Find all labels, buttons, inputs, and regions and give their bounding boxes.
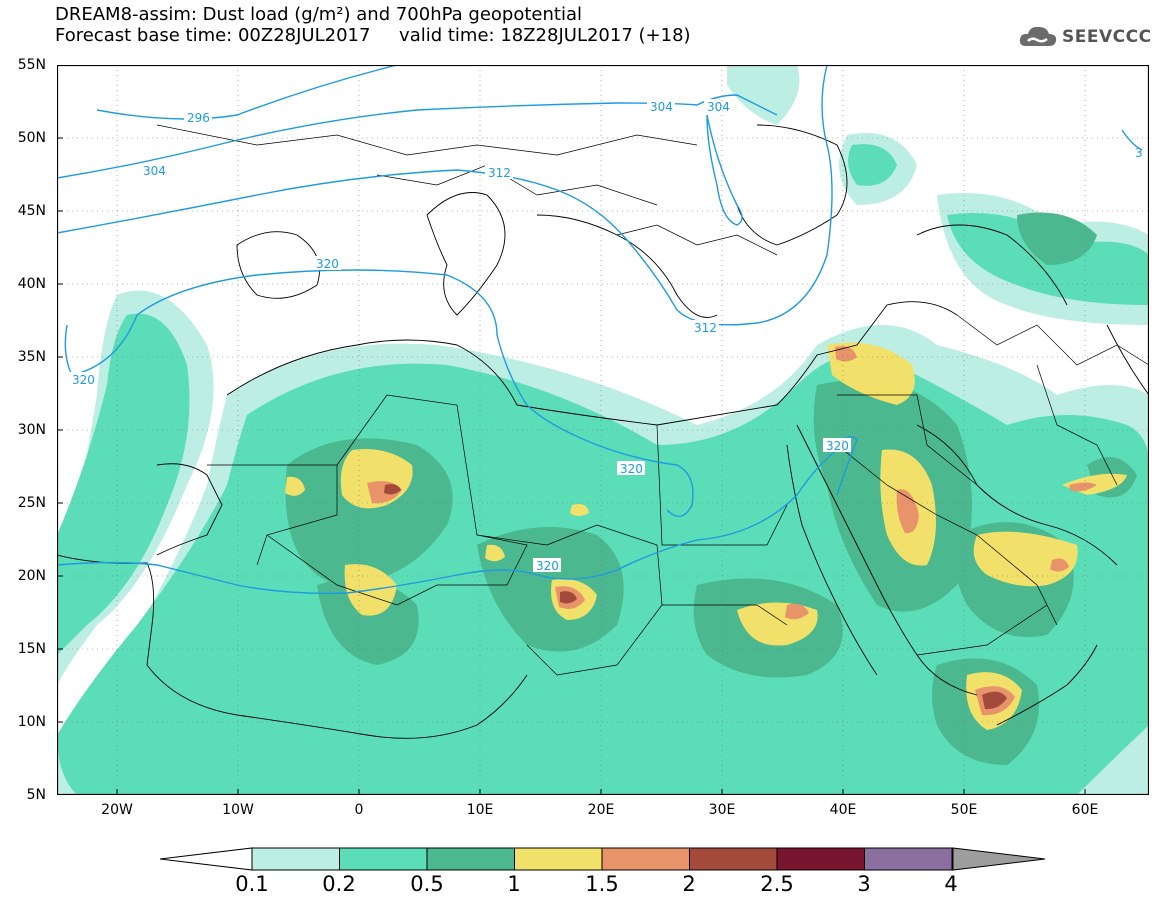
lon-label: 40E [829,802,857,818]
cloud-icon [1019,26,1057,46]
colorbar-label: 4 [944,872,958,896]
lat-label: 30N [17,422,46,438]
lon-label: 30E [708,802,736,818]
lon-label: 20E [587,802,615,818]
colorbar-box [251,847,340,871]
contour-label-edge: 3 [1135,146,1143,160]
lat-label: 45N [17,203,46,219]
lat-label: 50N [17,130,46,146]
lon-label: 50E [950,802,978,818]
title-line-2: Forecast base time: 00Z28JUL2017 valid t… [55,25,691,46]
map-title: DREAM8-assim: Dust load (g/m²) and 700hP… [55,4,691,46]
lat-label: 5N [26,787,46,803]
contour-label-312b: 312 [694,321,717,335]
seevccc-logo: SEEVCCC [1018,24,1152,50]
contour-label-320c: 320 [620,462,643,476]
colorbar-label: 1 [507,872,521,896]
dust-layer-2 [384,484,1007,710]
lon-label: 60E [1071,802,1099,818]
colorbar-box [601,847,690,871]
colorbar [159,843,1050,879]
lat-label: 10N [17,714,46,730]
map-canvas: 296 304 304 304 312 312 320 320 320 320 … [57,65,1149,795]
dust-load-map: 296 304 304 304 312 312 320 320 320 320 … [57,65,1149,795]
colorbar-box [426,847,515,871]
lat-label: 55N [17,57,46,73]
contour-label-312a: 312 [488,166,511,180]
colorbar-svg [159,847,1046,871]
lat-label: 15N [17,641,46,657]
contour-label-320d: 320 [826,439,849,453]
colorbar-box [776,847,865,871]
colorbar-box [339,847,428,871]
logo-text: SEEVCCC [1062,27,1152,47]
graticule [57,65,1149,795]
colorbar-label: 0.5 [410,872,444,896]
colorbar-max-arrow [952,847,1046,871]
contour-label-320e: 320 [536,559,559,573]
contour-labels: 296 304 304 304 312 312 320 320 320 320 … [69,99,1143,573]
lon-label: 20W [101,802,133,818]
colorbar-label: 0.1 [235,872,269,896]
borders [156,124,1149,676]
contour-label-304a: 304 [143,164,166,178]
title-line-1: DREAM8-assim: Dust load (g/m²) and 700hP… [55,4,582,25]
colorbar-label: 3 [857,872,871,896]
colorbar-label: 2.5 [760,872,794,896]
colorbar-box [864,847,953,871]
colorbar-label: 1.5 [585,872,619,896]
contour-label-320a: 320 [316,257,339,271]
colorbar-label: 2 [682,872,696,896]
coastlines [57,124,1149,739]
contour-label-320b: 320 [72,373,95,387]
colorbar-boxes [251,847,953,871]
lon-label: 10W [222,802,254,818]
contour-label-304c: 304 [707,100,730,114]
lat-label: 35N [17,349,46,365]
lon-label: 0 [354,802,364,818]
lat-label: 20N [17,568,46,584]
contour-label-296: 296 [187,111,210,125]
lat-label: 25N [17,495,46,511]
colorbar-label: 0.2 [322,872,356,896]
geopotential-contours [57,65,1143,595]
contour-label-304b: 304 [650,100,673,114]
lat-label: 40N [17,276,46,292]
colorbar-box [514,847,603,871]
lon-label: 10E [466,802,494,818]
colorbar-box [689,847,778,871]
